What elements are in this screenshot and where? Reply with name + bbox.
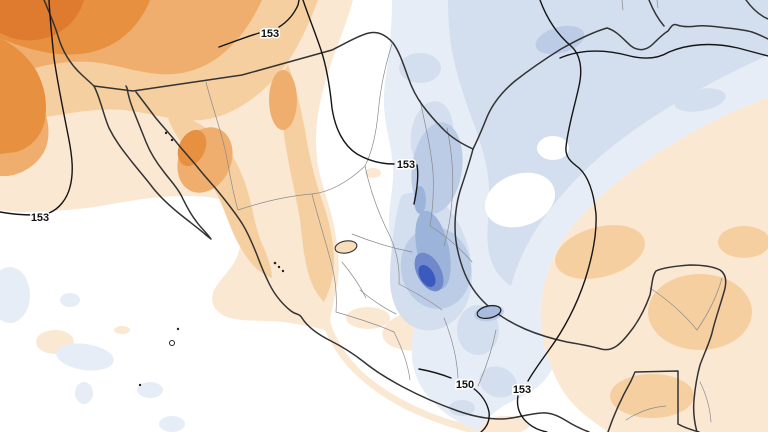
- contour-line-153-east: [516, 0, 597, 432]
- warm-patch-yucatan: [648, 274, 752, 350]
- cool-patch-south: [479, 366, 517, 398]
- island-dot: [281, 269, 285, 273]
- state-border: [696, 277, 723, 331]
- closed-contour-minimum: [476, 305, 502, 319]
- cool-patch-texas: [459, 25, 551, 79]
- us-mexico-border: [93, 49, 333, 92]
- state-border: [335, 311, 395, 333]
- cool-patch-pacific: [137, 382, 163, 398]
- florida-coastline: [745, 0, 768, 20]
- island-dot: [170, 138, 174, 142]
- cool-shade-4-dash: [414, 186, 426, 214]
- state-border: [398, 283, 443, 311]
- state-border: [699, 381, 712, 423]
- state-border: [656, 0, 659, 9]
- contour-line-153-northwest: [218, 0, 300, 48]
- mexico-pacific-coastline: [135, 91, 590, 432]
- cool-patch-gulf: [572, 60, 652, 96]
- lake-chapala: [334, 240, 358, 254]
- warm-patch: [346, 307, 390, 329]
- island-dot: [273, 261, 277, 265]
- state-border: [625, 405, 667, 421]
- state-border: [393, 331, 411, 381]
- warm-core-sonora: [177, 129, 207, 167]
- guatemala-belize-borders: [607, 370, 700, 432]
- contour-label-153-west: 153: [31, 212, 49, 224]
- contour-line-153-west: [0, 0, 73, 216]
- white-gap: [485, 172, 555, 228]
- warm-patch: [481, 416, 529, 432]
- white-gap: [537, 136, 569, 160]
- cool-patch-pacific: [60, 293, 80, 307]
- warm-patch-yucatan-south: [610, 374, 694, 418]
- contour-label-150-south: 150: [456, 379, 474, 391]
- state-border: [621, 0, 624, 11]
- contour-label-153-northwest: 153: [261, 28, 279, 40]
- state-border: [341, 261, 367, 299]
- cool-patch-pacific: [56, 343, 114, 371]
- cool-patch-pacific: [159, 416, 185, 432]
- island-dot: [277, 265, 281, 269]
- island-dot: [176, 327, 180, 331]
- contour-label-153-southeast: 153: [513, 384, 531, 396]
- warm-patch-sierra: [269, 70, 297, 130]
- state-border: [419, 99, 434, 227]
- island-outline: [169, 340, 175, 346]
- state-border: [351, 233, 413, 253]
- rio-grande-border: [331, 31, 474, 150]
- cool-patch-pacific: [0, 267, 30, 323]
- warm-patch: [365, 168, 381, 178]
- warm-shade-2-sierra-band: [280, 64, 334, 302]
- contour-labels-layer: 153 153 153 150 153: [29, 27, 532, 398]
- warm-shade-4-left-column: [0, 38, 46, 154]
- mississippi-river: [648, 0, 665, 27]
- state-border: [429, 225, 473, 263]
- state-border: [443, 317, 459, 379]
- us-gulf-coastline: [472, 23, 768, 150]
- contour-label-153-center: 153: [397, 159, 415, 171]
- state-border: [364, 43, 393, 167]
- state-border: [443, 127, 454, 247]
- state-borders-layer: [205, 0, 723, 423]
- cool-patch-pacific: [75, 382, 93, 404]
- state-border: [205, 81, 239, 211]
- warm-patch-gulf-south: [555, 225, 645, 279]
- baja-peninsula-coastline: [43, 0, 212, 240]
- cool-patch-texas-west: [399, 53, 441, 83]
- state-border: [364, 165, 400, 285]
- state-border: [311, 193, 337, 313]
- mexico-gulf-yucatan-coastline: [454, 148, 727, 432]
- cool-patch-gulf: [674, 88, 726, 112]
- island-dot: [164, 131, 168, 135]
- state-border: [477, 329, 497, 387]
- cool-patch-south: [449, 400, 475, 416]
- state-border: [649, 287, 698, 331]
- warm-core-corner: [0, 0, 84, 41]
- water-bodies-islands-layer: [138, 131, 502, 387]
- contour-line-150-south: [418, 368, 490, 432]
- warm-patch: [114, 326, 130, 334]
- cool-shade-6-core: [418, 265, 436, 287]
- contour-line-153-center: [302, 0, 419, 205]
- coastline-borders-layer: [43, 0, 768, 432]
- contour-line-153-gulf: [559, 43, 768, 59]
- warm-patch-caribbean: [718, 226, 768, 258]
- island-dot: [138, 383, 142, 387]
